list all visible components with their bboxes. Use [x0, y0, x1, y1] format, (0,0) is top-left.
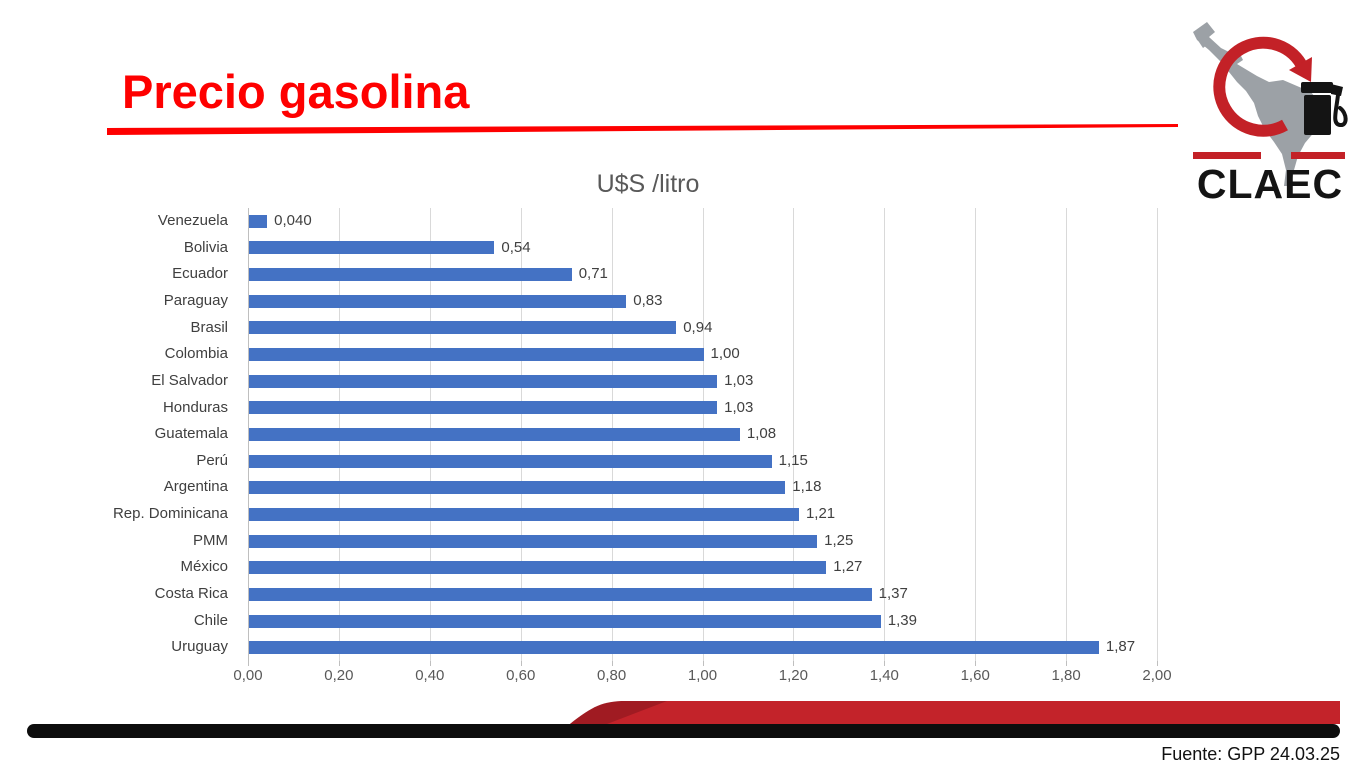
bottom-decoration	[27, 701, 1340, 738]
category-label: Bolivia	[183, 238, 228, 256]
value-label: 1,00	[710, 345, 740, 363]
value-label: 1,87	[1105, 638, 1136, 656]
category-label: El Salvador	[151, 371, 228, 389]
tick-mark	[884, 661, 886, 666]
value-label: 0,040	[274, 212, 312, 229]
bar	[249, 241, 495, 255]
red-swoosh	[570, 701, 1340, 724]
claec-logo: CLAEC	[1193, 22, 1348, 204]
gridline	[793, 208, 795, 661]
value-label: 1,15	[778, 451, 808, 469]
category-label: Ecuador	[172, 265, 228, 283]
tick-mark	[429, 661, 431, 666]
x-tick-label: 1,20	[778, 667, 808, 684]
gridline	[884, 208, 886, 661]
tick-mark	[611, 661, 613, 666]
x-tick-label: 0,40	[415, 667, 445, 684]
value-axis: 0,00 0,20 0,40 0,60 0,80 1,00 1,20 1,40 1,60 1,80…	[233, 667, 1171, 687]
x-tick-label: 2,00	[1142, 667, 1172, 684]
value-label: 1,27	[833, 558, 863, 576]
category-label: Perú	[196, 451, 228, 469]
logo-rule-left	[1193, 152, 1261, 159]
bar	[249, 214, 268, 228]
tick-mark	[248, 661, 249, 666]
x-tick-label: 1,60	[960, 667, 990, 684]
gridline	[1066, 208, 1068, 661]
tick-mark	[702, 661, 704, 666]
x-tick-label: 1,80	[1051, 667, 1081, 684]
gridline	[1157, 208, 1158, 661]
category-axis: Venezuela Bolivia Ecuador Paraguay Brasil Col…	[0, 208, 238, 661]
bar	[249, 481, 786, 495]
value-label: 1,25	[824, 531, 854, 549]
logo-rule-right	[1291, 152, 1345, 159]
tick-mark	[1066, 661, 1068, 666]
x-tick-label: 1,40	[869, 667, 899, 684]
chart-title: U$S /litro	[596, 170, 700, 198]
fuel-pump-icon	[1301, 82, 1348, 135]
bar	[249, 348, 704, 362]
bar	[249, 454, 772, 468]
y-axis-line	[248, 208, 249, 661]
bar	[249, 401, 718, 415]
value-label: 1,18	[792, 478, 822, 496]
x-tick-label: 0,20	[324, 667, 354, 684]
bar	[249, 374, 718, 388]
value-label: 1,03	[724, 371, 754, 389]
value-label: 0,94	[683, 318, 713, 336]
bar	[249, 641, 1099, 655]
value-label: 1,08	[746, 425, 777, 443]
value-label: 1,21	[805, 505, 836, 523]
bar	[249, 587, 872, 601]
category-label: Costa Rica	[154, 585, 228, 603]
category-label: Argentina	[163, 478, 228, 496]
tick-mark	[338, 661, 340, 666]
category-label: Chile	[193, 611, 228, 629]
circular-arrow-icon	[1213, 36, 1312, 137]
tick-mark	[975, 661, 977, 666]
bar	[249, 614, 881, 628]
bar	[249, 321, 677, 335]
tick-mark	[793, 661, 795, 666]
category-label: Uruguay	[171, 638, 228, 656]
bar	[249, 268, 572, 282]
plot-area: 0,040 0,54 0,71 0,83 0,94 1,00 1,03 1,03 1,08 1,1…	[248, 208, 1158, 666]
black-bar	[27, 724, 1340, 738]
red-swoosh-dark	[570, 701, 667, 724]
category-label: Venezuela	[157, 212, 228, 229]
bar	[249, 294, 627, 308]
x-tick-label: 0,80	[596, 667, 627, 684]
category-label: Honduras	[162, 398, 228, 416]
bar	[249, 561, 827, 575]
value-label: 1,37	[878, 585, 908, 603]
gridline	[975, 208, 977, 661]
tick-mark	[1157, 661, 1158, 666]
x-tick-label: 0,00	[233, 667, 263, 684]
value-label: 1,39	[887, 611, 917, 629]
page-title: Precio gasolina	[122, 65, 470, 118]
category-label: PMM	[193, 531, 228, 549]
category-label: Brasil	[190, 318, 228, 336]
tick-mark	[520, 661, 522, 666]
value-label: 1,03	[724, 398, 754, 416]
category-label: Paraguay	[163, 291, 228, 309]
bar	[249, 534, 818, 548]
source-note: Fuente: GPP 24.03.25	[1161, 744, 1340, 764]
category-label: México	[180, 558, 228, 576]
x-tick-label: 1,00	[687, 667, 718, 684]
value-label: 0,83	[633, 291, 663, 309]
category-label: Guatemala	[154, 425, 228, 443]
bar	[249, 507, 799, 521]
value-label: 0,54	[501, 238, 531, 256]
bar	[249, 428, 740, 441]
x-tick-label: 0,60	[506, 667, 536, 684]
title-underline	[107, 124, 1178, 135]
category-label: Colombia	[164, 345, 228, 363]
value-label: 0,71	[578, 265, 608, 283]
category-label: Rep. Dominicana	[112, 505, 228, 523]
logo-text: CLAEC	[1197, 161, 1343, 204]
